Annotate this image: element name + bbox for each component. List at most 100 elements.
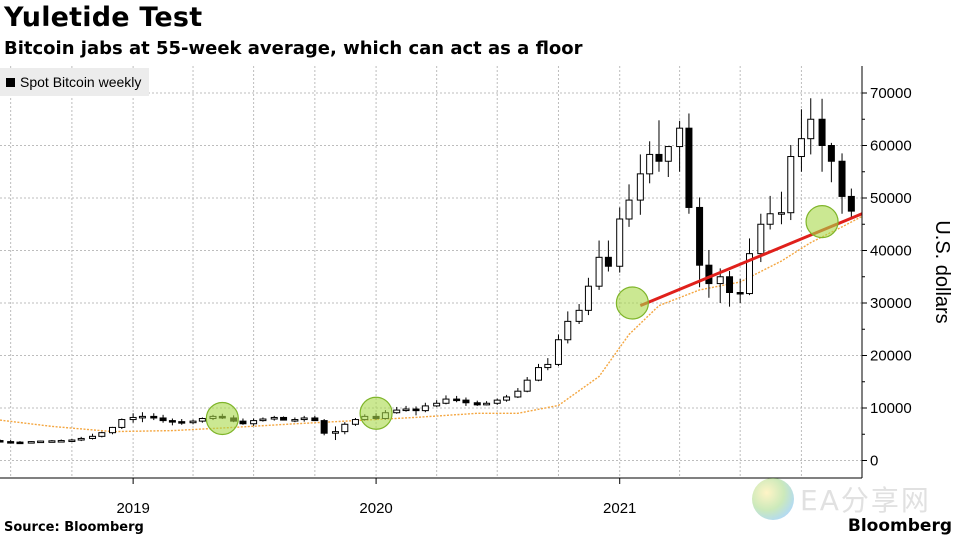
candle-body [189,420,197,424]
candle-body [787,156,795,214]
highlight-circle [205,401,239,436]
x-tick-label: 2019 [116,500,149,517]
highlight-circle [805,205,839,239]
candle-body [27,441,35,444]
candle-body [716,276,724,285]
candle-body [473,402,481,406]
candle-body [575,309,583,322]
candle-body [108,426,116,434]
candle-body [250,420,258,425]
candle-body [198,418,206,422]
candle-body [402,408,410,412]
y-tick-label: 70000 [870,85,912,102]
y-axis-label: U.S. dollars [931,220,953,323]
candle-body [291,419,299,422]
candle-body [544,363,552,369]
candle-body [453,398,461,402]
candle-body [664,146,672,162]
candle-body [351,419,359,425]
candle-body [259,418,267,422]
candle-body [636,173,644,201]
candle-body [523,379,531,392]
candle-body [685,127,693,208]
candle-body [129,416,137,421]
y-tick-label: 10000 [870,400,912,417]
candle-body [595,256,603,287]
candle-body [705,264,713,285]
highlight-circle [359,396,393,430]
candle-body [503,396,511,401]
candle-body [736,292,744,295]
candle-body [270,416,278,420]
candle-body [696,206,704,266]
y-tick-label: 20000 [870,348,912,365]
candle-body [57,440,65,443]
candle-body [7,441,15,444]
candle-body [300,417,308,421]
legend-label: Spot Bitcoin weekly [20,74,142,90]
highlight-circles [205,205,839,436]
candle-body [797,138,805,158]
candlestick-series [0,98,855,445]
candle-body [421,405,429,412]
candle-body [150,415,158,419]
candle-body [159,417,167,422]
candle-body [89,435,97,439]
candle-body [483,402,491,406]
candle-body [554,339,562,365]
candle-body [838,160,846,197]
candle-body [726,276,734,293]
x-axis: 2019 2020 2021 [0,477,862,517]
candle-body [514,390,522,398]
y-tick-label: 40000 [870,243,912,260]
y-tick-label: 0 [870,453,878,470]
candle-body [604,256,612,267]
x-tick-label: 2020 [359,500,392,517]
candle-body [98,432,106,437]
highlight-circle [615,286,649,320]
candle-body [462,399,470,404]
candle-body [493,399,501,404]
candle-body [535,367,543,381]
candle-body [37,440,45,444]
candle-body [178,421,186,424]
candle-body [168,420,176,423]
candle-body [625,199,633,220]
x-tick-label: 2021 [603,500,636,517]
candle-body [68,439,76,443]
moving-average-line [0,215,863,433]
candle-body [77,437,85,441]
candle-body [341,423,349,433]
candle-body [0,440,4,443]
y-tick-label: 50000 [870,190,912,207]
candle-body [412,408,420,412]
candle-body [118,419,126,428]
candle-body [646,153,654,175]
candle-body [847,195,855,212]
y-axis: 0 10000 20000 30000 40000 50000 60000 70000 [861,66,912,478]
moving-average-series [0,215,863,433]
y-tick-label: 30000 [870,295,912,312]
source-note: Source: Bloomberg [4,520,144,535]
candle-body [331,431,339,434]
candle-body [818,118,826,146]
candle-body [757,223,765,255]
candle-body [48,440,56,443]
candle-body [564,320,572,341]
candle-body [655,153,663,162]
candle-body [827,145,835,162]
legend: Spot Bitcoin weekly [0,68,150,96]
candle-body [777,212,785,215]
candle-body [320,420,328,434]
candle-body [280,416,288,421]
candle-body [676,127,684,148]
candle-body [393,409,401,414]
candle-body [746,253,754,295]
chart-title: Yuletide Test [4,2,203,33]
chart-subtitle: Bitcoin jabs at 55-week average, which c… [4,38,583,59]
candle-body [433,402,441,407]
candle-body [138,415,146,419]
candle-body [311,417,319,422]
y-tick-label: 60000 [870,138,912,155]
